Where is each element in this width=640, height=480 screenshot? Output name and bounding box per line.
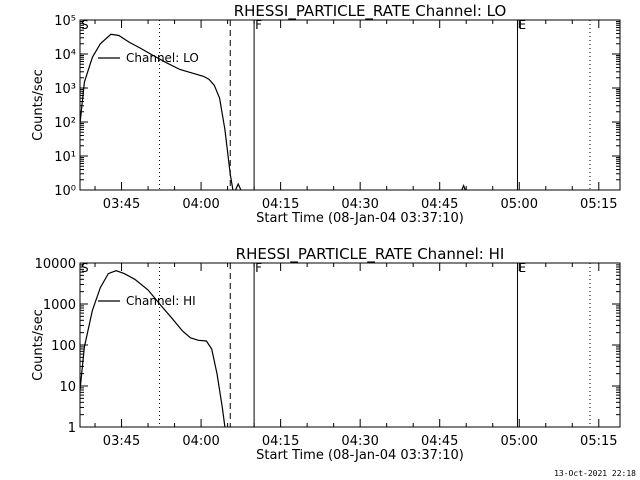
panel1-x-tick-label: 04:15 [262, 197, 299, 212]
panel1-marker-label: F [255, 18, 262, 32]
panel1-y-tick-label: 10⁵ [54, 14, 76, 29]
panel1-series-line-1 [79, 33, 234, 191]
panel1-xlabel: Start Time (08-Jan-04 03:37:10) [256, 211, 464, 226]
panel1-y-tick-label: 10³ [54, 82, 76, 97]
panel1-series-line-3 [461, 183, 466, 191]
panel2-x-tick-label: 05:15 [580, 434, 617, 449]
panel1-series-line-2 [234, 182, 242, 191]
panel2-series-line-1 [79, 270, 226, 428]
panel2-y-tick-label: 1000 [43, 298, 76, 313]
panel1-corner-label: S [81, 18, 89, 32]
panel2-y-tick-label: 10 [59, 380, 76, 395]
panel2-marker-label: E [518, 261, 526, 275]
panel2-xlabel: Start Time (08-Jan-04 03:37:10) [256, 448, 464, 463]
panel1-title: RHESSI_PARTICLE_RATE Channel: LO [234, 2, 507, 21]
panel2-plot-frame [79, 262, 621, 428]
panel2-y-tick-label: 100 [51, 339, 76, 354]
panel1-marker-label: E [518, 18, 526, 32]
panel1-plot-frame [79, 19, 621, 191]
panel2-legend-label: Channel: HI [126, 294, 196, 308]
panel1-x-tick-label: 05:15 [580, 197, 617, 212]
panel2-corner-label: S [81, 261, 89, 275]
panel1-x-tick-label: 04:45 [421, 197, 458, 212]
panel2-x-tick-label: 04:00 [182, 434, 219, 449]
panel2-x-tick-label: 03:45 [103, 434, 140, 449]
panel1-y-tick-label: 10² [54, 116, 76, 131]
panel2-y-tick-label: 1 [68, 421, 76, 436]
panel1-legend-label: Channel: LO [126, 51, 199, 65]
panel1-ylabel: Counts/sec [31, 69, 46, 141]
timestamp-footer: 13-Oct-2021 22:18 [554, 469, 636, 478]
panel1-x-tick-label: 05:00 [501, 197, 538, 212]
panel2-marker-label: F [255, 261, 262, 275]
panel2-x-tick-label: 04:45 [421, 434, 458, 449]
panel1-x-tick-label: 04:30 [341, 197, 378, 212]
panel1-x-tick-label: 04:00 [182, 197, 219, 212]
panel1-x-tick-label: 03:45 [103, 197, 140, 212]
panel1-y-tick-label: 10⁰ [54, 184, 76, 199]
panel1-y-tick-label: 10⁴ [54, 48, 76, 63]
panel1-y-tick-label: 10¹ [54, 150, 76, 165]
panel2-x-tick-label: 04:30 [341, 434, 378, 449]
panel2-x-tick-label: 05:00 [501, 434, 538, 449]
panel2-y-tick-label: 10000 [35, 257, 76, 272]
panel2-x-tick-label: 04:15 [262, 434, 299, 449]
panel2-title: RHESSI_PARTICLE_RATE Channel: HI [236, 245, 505, 264]
panel2-ylabel: Counts/sec [31, 309, 46, 381]
